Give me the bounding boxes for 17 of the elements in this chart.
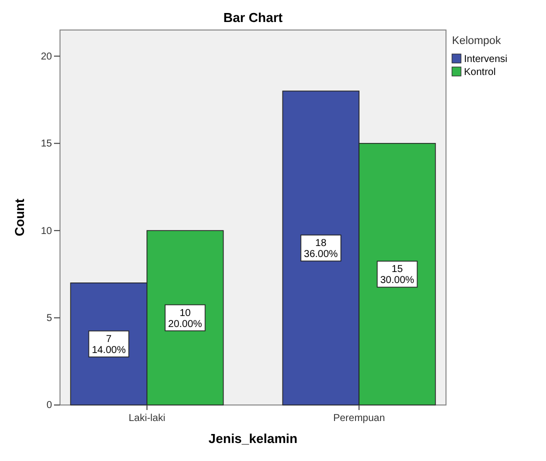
y-tick-label: 10 <box>40 226 52 237</box>
y-tick-label: 5 <box>46 312 52 324</box>
data-label: 10 20.00% <box>168 308 202 330</box>
legend-label: Kontrol <box>464 67 496 78</box>
data-label: 15 30.00% <box>380 264 414 286</box>
chart-title: Bar Chart <box>223 10 284 25</box>
legend-title: Kelompok <box>452 35 502 47</box>
data-label: 7 14.00% <box>92 334 126 356</box>
legend-label: Intervensi <box>464 54 508 65</box>
y-tick-label: 0 <box>46 400 52 412</box>
y-tick-label: 15 <box>40 138 52 150</box>
x-tick-label: Perempuan <box>333 413 385 424</box>
x-tick-label: Laki-laki <box>128 413 166 424</box>
y-tick-label: 20 <box>40 51 52 62</box>
y-axis-title: Count <box>12 198 27 236</box>
x-axis-title: Jenis_kelamin <box>208 431 298 446</box>
data-label: 18 36.00% <box>304 238 338 260</box>
